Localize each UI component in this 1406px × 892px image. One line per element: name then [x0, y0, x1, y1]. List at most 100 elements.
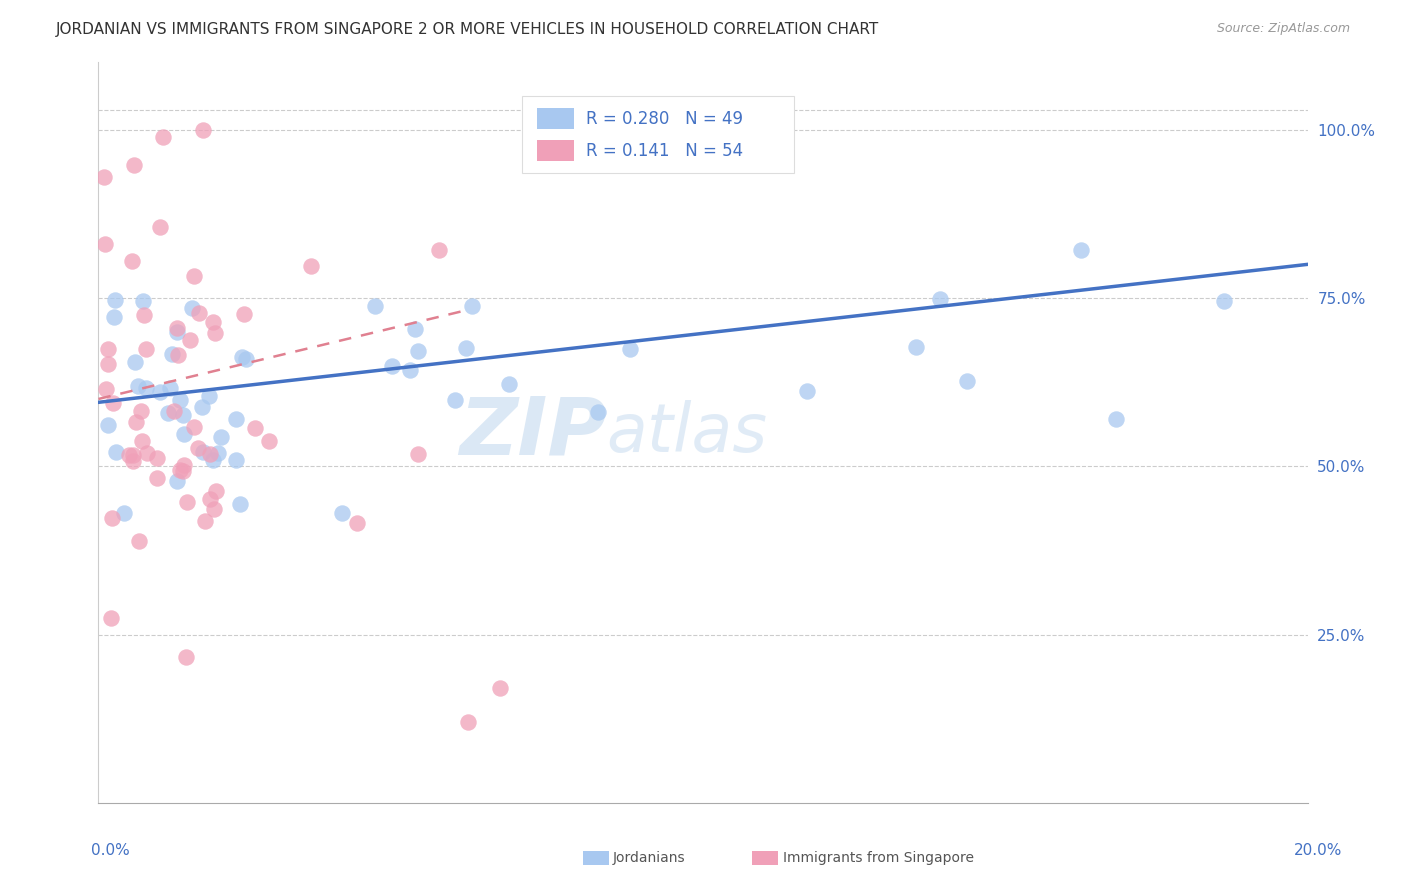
Point — [904, 340, 927, 354]
Point — [586, 405, 609, 419]
Point — [118, 448, 141, 462]
Point — [179, 333, 201, 347]
Text: 20.0%: 20.0% — [1295, 843, 1343, 858]
Point — [235, 352, 257, 367]
Point — [100, 611, 122, 625]
Point — [233, 307, 256, 321]
Point — [121, 448, 143, 462]
Point — [498, 377, 520, 392]
Point — [93, 169, 115, 184]
Point — [152, 130, 174, 145]
Point — [408, 344, 430, 359]
Point — [103, 310, 125, 325]
Point — [129, 403, 152, 417]
Point — [97, 357, 120, 371]
Point — [956, 374, 979, 388]
Point — [207, 446, 229, 460]
Point — [97, 342, 120, 356]
Point — [167, 348, 190, 362]
Point — [228, 497, 250, 511]
Point — [173, 458, 195, 473]
Point — [131, 434, 153, 449]
Point — [166, 320, 188, 334]
Point — [157, 406, 180, 420]
Point — [127, 379, 149, 393]
Point — [163, 404, 186, 418]
Point — [166, 474, 188, 488]
Text: R = 0.141   N = 54: R = 0.141 N = 54 — [586, 142, 742, 160]
Text: Immigrants from Singapore: Immigrants from Singapore — [783, 851, 974, 865]
Point — [243, 421, 266, 435]
Point — [121, 454, 143, 468]
Point — [173, 427, 195, 442]
Text: ZIP: ZIP — [458, 393, 606, 472]
Point — [444, 393, 467, 408]
FancyBboxPatch shape — [522, 95, 793, 173]
Point — [332, 507, 354, 521]
Point — [94, 382, 117, 396]
Point — [364, 299, 387, 313]
Point — [132, 294, 155, 309]
Point — [198, 447, 221, 461]
Point — [204, 326, 226, 340]
Point — [1212, 293, 1234, 308]
Point — [162, 346, 184, 360]
Point — [346, 516, 368, 530]
Point — [398, 363, 420, 377]
Point — [191, 445, 214, 459]
FancyBboxPatch shape — [537, 140, 574, 161]
Point — [145, 451, 167, 466]
Point — [619, 342, 641, 356]
Point — [225, 453, 247, 467]
Point — [172, 409, 194, 423]
Point — [128, 534, 150, 549]
Point — [149, 219, 172, 234]
Text: R = 0.280   N = 49: R = 0.280 N = 49 — [586, 110, 742, 128]
Point — [101, 396, 124, 410]
Point — [929, 292, 952, 306]
Point — [454, 341, 477, 355]
FancyBboxPatch shape — [537, 108, 574, 129]
Text: Jordanians: Jordanians — [613, 851, 686, 865]
Point — [209, 430, 232, 444]
Point — [1070, 243, 1092, 257]
Point — [194, 514, 217, 528]
Point — [457, 714, 479, 729]
Point — [159, 381, 181, 395]
Point — [122, 158, 145, 172]
Point — [125, 415, 148, 429]
Point — [149, 385, 172, 400]
Point — [135, 381, 157, 395]
Point — [1105, 412, 1128, 426]
Point — [97, 417, 120, 432]
Point — [191, 122, 214, 136]
Point — [94, 237, 117, 252]
Point — [124, 355, 146, 369]
Point — [101, 511, 124, 525]
Point — [146, 470, 169, 484]
Point — [461, 299, 484, 313]
Point — [187, 442, 209, 456]
Point — [190, 400, 212, 414]
Text: JORDANIAN VS IMMIGRANTS FROM SINGAPORE 2 OR MORE VEHICLES IN HOUSEHOLD CORRELATI: JORDANIAN VS IMMIGRANTS FROM SINGAPORE 2… — [56, 22, 880, 37]
Point — [104, 293, 127, 307]
Point — [202, 315, 225, 329]
Point — [188, 306, 211, 320]
Point — [134, 308, 156, 322]
Point — [180, 301, 202, 315]
Point — [104, 445, 127, 459]
Point — [427, 244, 450, 258]
Point — [406, 447, 429, 461]
Point — [136, 446, 159, 460]
Text: Source: ZipAtlas.com: Source: ZipAtlas.com — [1216, 22, 1350, 36]
Point — [121, 253, 143, 268]
Text: atlas: atlas — [606, 400, 768, 466]
Point — [202, 501, 225, 516]
Point — [381, 359, 404, 373]
Point — [259, 434, 281, 448]
Point — [169, 393, 191, 408]
Point — [225, 411, 247, 425]
Point — [488, 681, 510, 696]
Point — [174, 650, 197, 665]
Point — [205, 483, 228, 498]
